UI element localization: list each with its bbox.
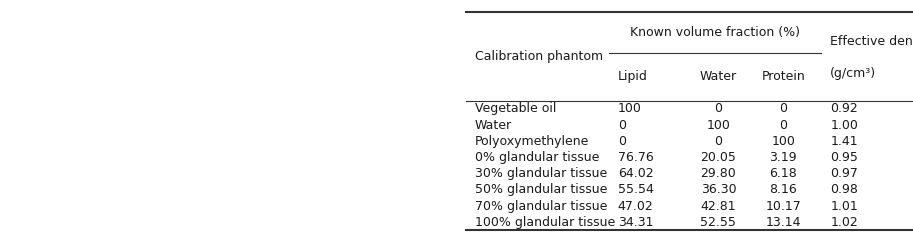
Text: 70% glandular tissue: 70% glandular tissue (475, 200, 607, 213)
Text: 36.30: 36.30 (700, 183, 736, 196)
Text: 6.18: 6.18 (770, 167, 797, 180)
Text: 0.98: 0.98 (830, 183, 858, 196)
Text: Lipid: Lipid (618, 70, 647, 83)
Text: (g/cm³): (g/cm³) (830, 67, 876, 80)
Text: Water: Water (475, 119, 511, 132)
Text: 76.76: 76.76 (618, 151, 654, 164)
Text: 13.14: 13.14 (765, 216, 801, 229)
Text: 1.00: 1.00 (830, 119, 858, 132)
Text: Polyoxymethylene: Polyoxymethylene (475, 135, 589, 148)
Text: 1.01: 1.01 (830, 200, 858, 213)
Text: 50% glandular tissue: 50% glandular tissue (475, 183, 607, 196)
Text: 47.02: 47.02 (618, 200, 654, 213)
Text: Protein: Protein (761, 70, 805, 83)
Text: 0.95: 0.95 (830, 151, 858, 164)
Text: Known volume fraction (%): Known volume fraction (%) (630, 26, 800, 39)
Text: 30% glandular tissue: 30% glandular tissue (475, 167, 607, 180)
Text: 8.16: 8.16 (770, 183, 797, 196)
Text: 55.54: 55.54 (618, 183, 654, 196)
Text: Calibration phantom: Calibration phantom (475, 50, 603, 63)
Text: 34.31: 34.31 (618, 216, 653, 229)
Text: 29.80: 29.80 (700, 167, 736, 180)
Text: 64.02: 64.02 (618, 167, 654, 180)
Text: 0.92: 0.92 (830, 102, 858, 115)
Text: 42.81: 42.81 (700, 200, 736, 213)
Text: 0: 0 (618, 119, 625, 132)
Text: 0% glandular tissue: 0% glandular tissue (475, 151, 599, 164)
Text: Vegetable oil: Vegetable oil (475, 102, 556, 115)
Text: 0: 0 (780, 119, 787, 132)
Text: 0: 0 (714, 102, 722, 115)
Text: 0: 0 (780, 102, 787, 115)
Text: 0: 0 (618, 135, 625, 148)
Text: 3.19: 3.19 (770, 151, 797, 164)
Text: 52.55: 52.55 (700, 216, 736, 229)
Text: Effective density: Effective density (830, 36, 913, 48)
Text: 100: 100 (707, 119, 730, 132)
Text: Water: Water (700, 70, 737, 83)
Text: 100: 100 (618, 102, 642, 115)
Text: 0: 0 (714, 135, 722, 148)
Text: 10.17: 10.17 (765, 200, 801, 213)
Text: 1.02: 1.02 (830, 216, 858, 229)
Text: 100: 100 (771, 135, 795, 148)
Text: 20.05: 20.05 (700, 151, 736, 164)
Text: 1.41: 1.41 (830, 135, 858, 148)
Text: 0.97: 0.97 (830, 167, 858, 180)
Text: 100% glandular tissue: 100% glandular tissue (475, 216, 614, 229)
